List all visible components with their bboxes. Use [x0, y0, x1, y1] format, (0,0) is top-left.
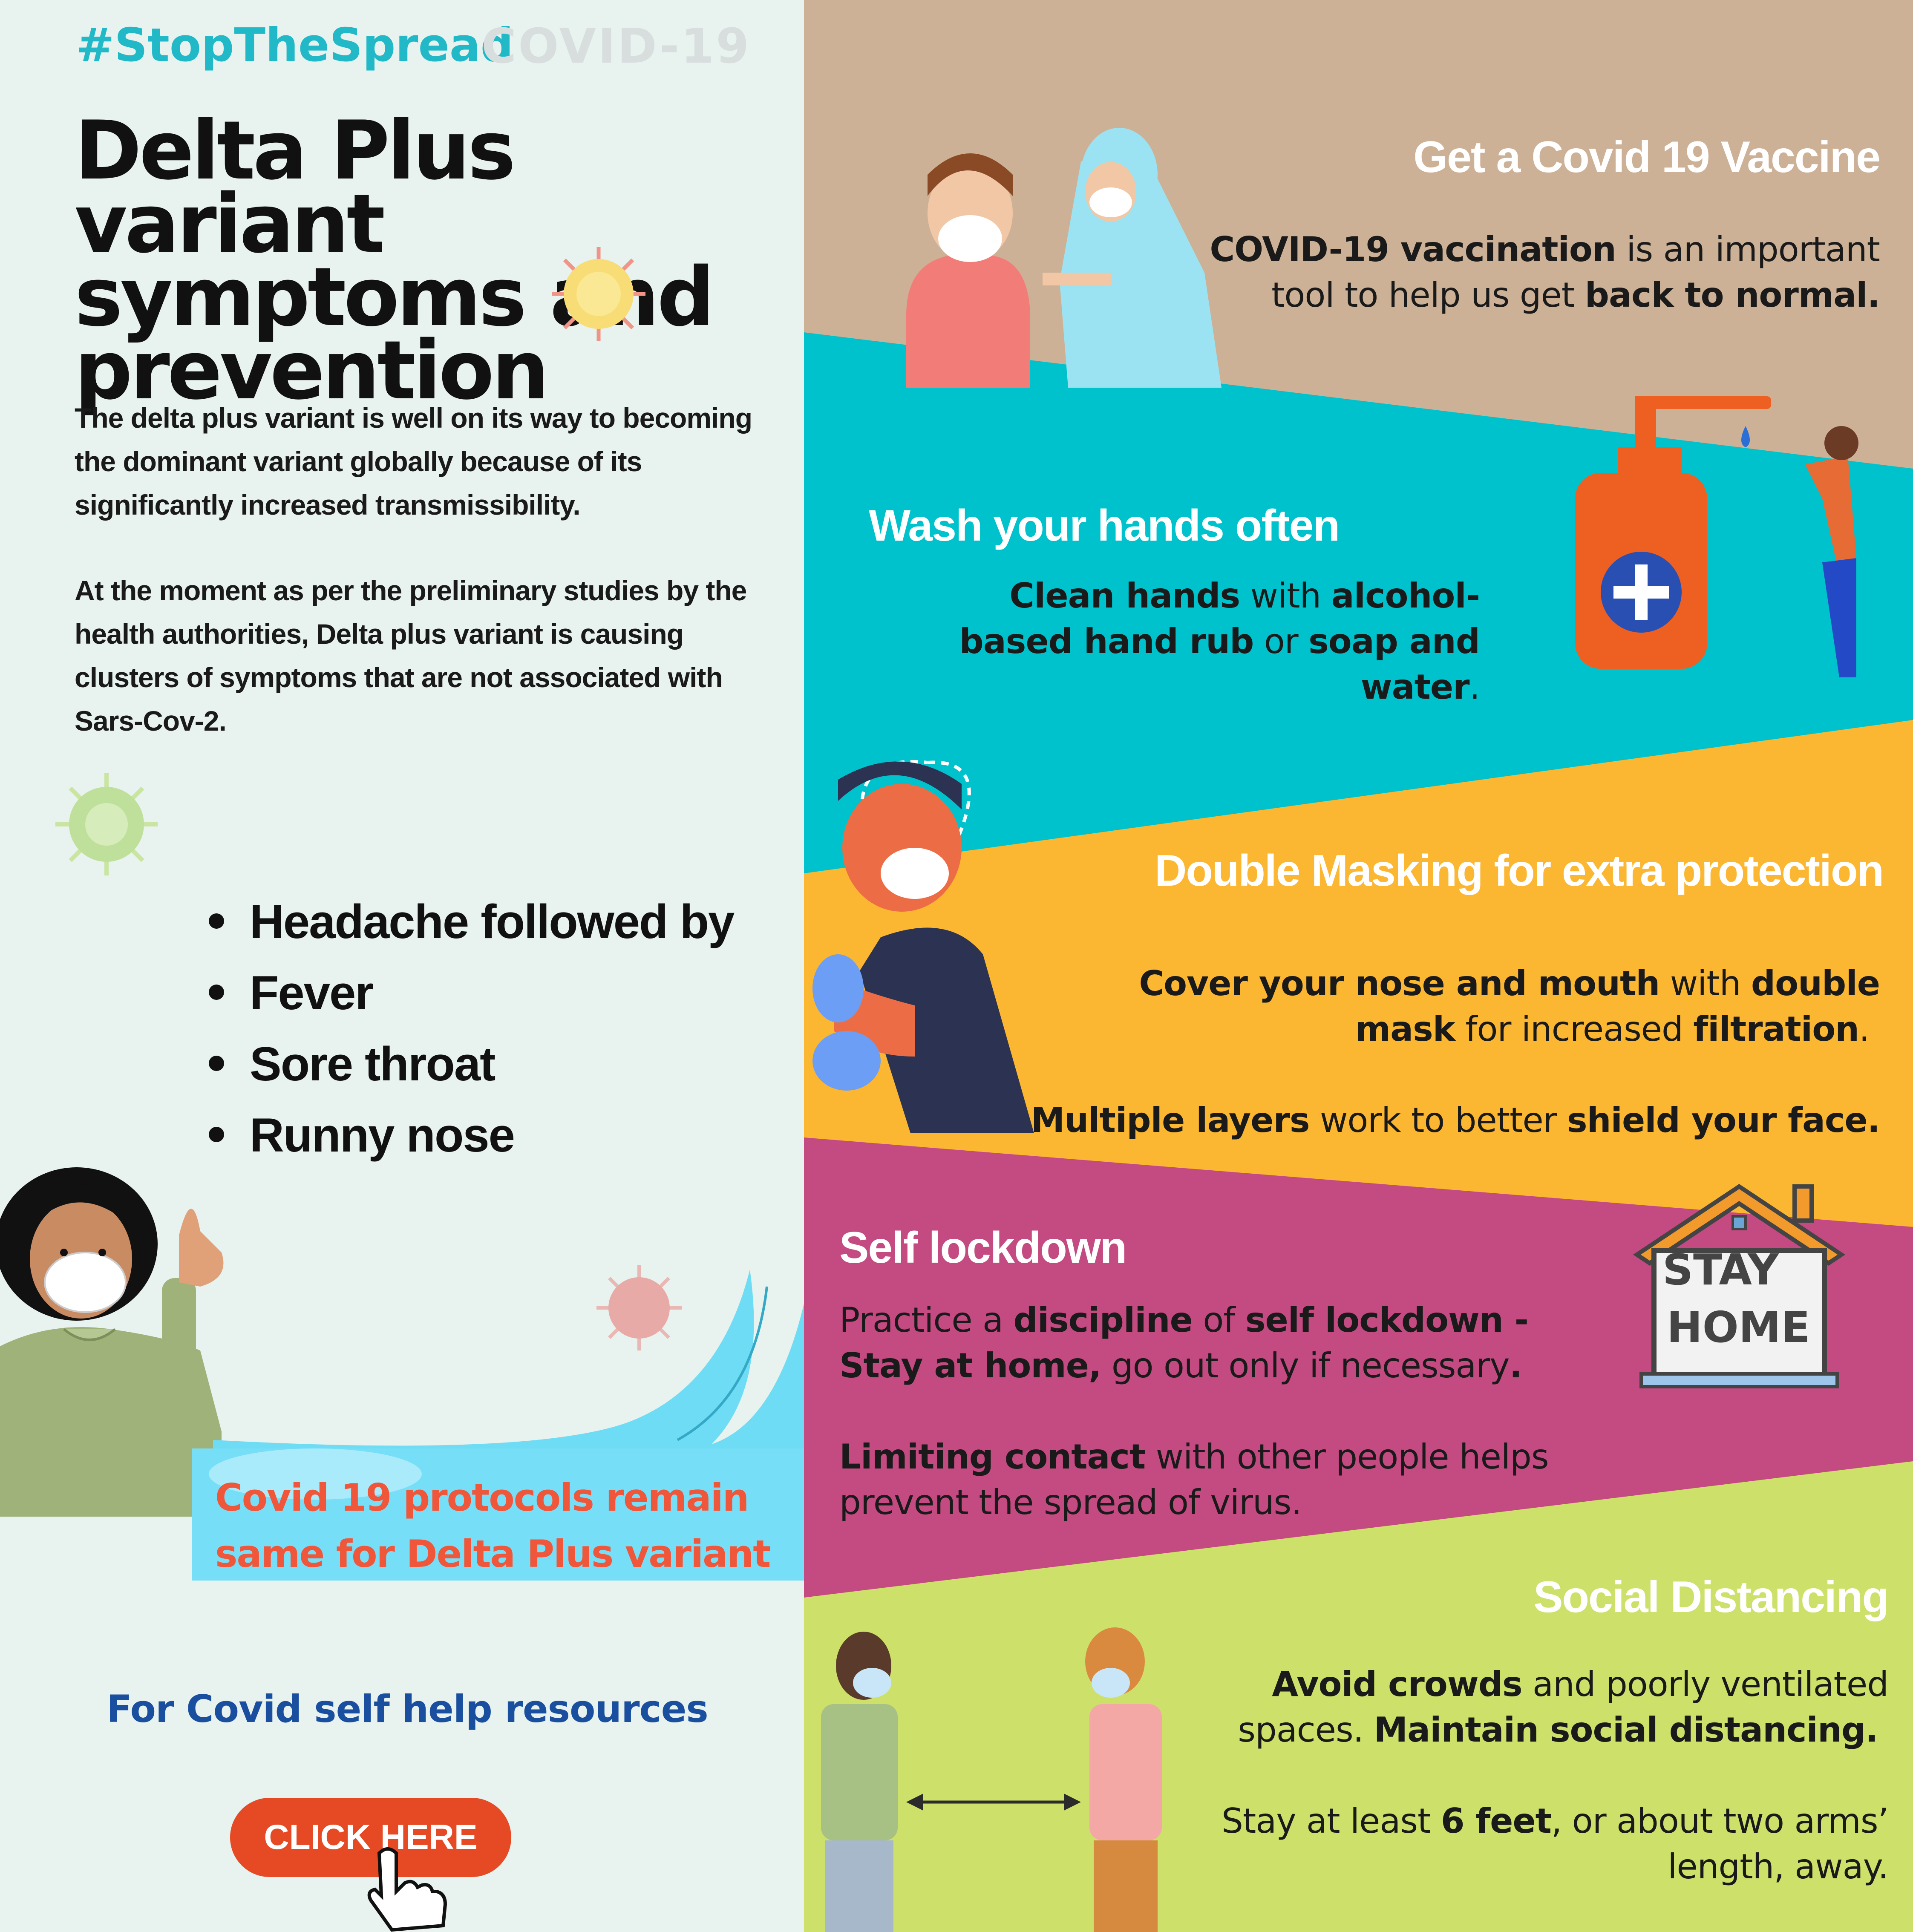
symptoms-list: Headache followed by Fever Sore throat R…: [209, 886, 735, 1171]
vaccine-text: COVID-19 vaccination is an important too…: [1210, 230, 1880, 315]
prevention-panel: STAY HOME Get a Covid 19 Vaccine COVID-1…: [804, 0, 1913, 1932]
hand-cursor-icon: [367, 1847, 447, 1932]
left-panel: #StopTheSpread COVID-19 Delta Plus varia…: [0, 0, 804, 1932]
hashtag: #StopTheSpread: [76, 19, 514, 72]
vaccination-illustration: [906, 128, 1222, 388]
click-here-button[interactable]: CLICK HERE: [230, 1798, 511, 1877]
distancing-text: Avoid crowds and poorly ventilated space…: [1222, 1664, 1889, 1886]
social-distancing-illustration: [821, 1627, 1162, 1932]
banner-wave: [192, 1270, 804, 1581]
intro-paragraph-2: At the moment as per the preliminary stu…: [75, 575, 747, 737]
distancing-heading: Social Distancing: [1533, 1572, 1889, 1622]
virus-icon: [552, 247, 645, 341]
intro-paragraph-1: The delta plus variant is well on its wa…: [75, 402, 752, 521]
list-item: Runny nose: [209, 1100, 734, 1171]
double-mask-illustration: [812, 760, 1034, 1133]
mask-heading: Double Masking for extra protection: [1155, 846, 1884, 895]
virus-icon: [596, 1265, 682, 1350]
vaccine-heading: Get a Covid 19 Vaccine: [1413, 132, 1881, 182]
stay-home-house-icon: STAY HOME: [1633, 1183, 1846, 1388]
protocols-banner: Covid 19 protocols remain same for Delta…: [215, 1476, 771, 1576]
mask-text: Cover your nose and mouth with double ma…: [1031, 964, 1880, 1140]
covid-watermark: COVID-19: [481, 19, 751, 74]
stay-text: STAY: [1662, 1245, 1779, 1295]
wash-text: Clean hands with alcohol- based hand rub…: [959, 576, 1480, 707]
home-text: HOME: [1667, 1302, 1810, 1352]
hand-sanitizer-illustration: [1575, 396, 1858, 677]
lockdown-heading: Self lockdown: [839, 1223, 1127, 1273]
virus-icon: [55, 773, 158, 875]
lockdown-text: Practice a discipline of self lockdown -…: [839, 1300, 1549, 1522]
resources-label: For Covid self help resources: [107, 1687, 709, 1731]
wash-heading: Wash your hands often: [869, 501, 1340, 550]
list-item: Sore throat: [209, 1028, 734, 1100]
woman-pointing-illustration: [0, 1167, 224, 1517]
list-item: Headache followed by: [209, 886, 735, 957]
list-item: Fever: [209, 957, 734, 1028]
